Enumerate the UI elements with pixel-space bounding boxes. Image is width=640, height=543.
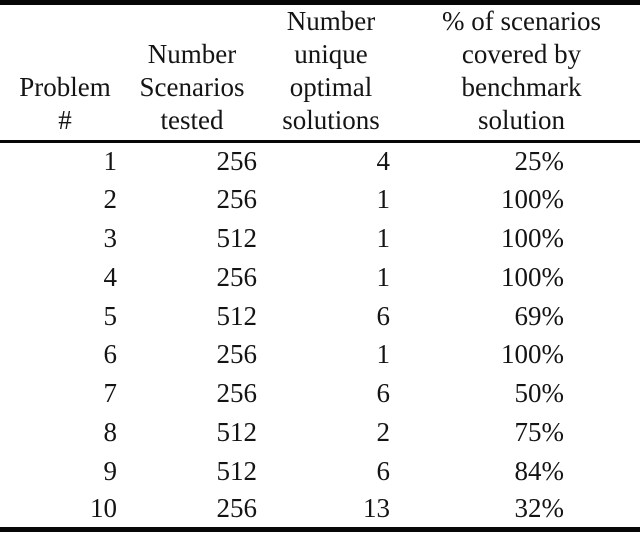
cell-unique-solutions: 6 xyxy=(376,378,391,409)
table-row: 3 512 1 100% xyxy=(0,219,640,258)
header-row: Problem # Number Scenarios tested Number… xyxy=(0,2,640,143)
cell-problem: 8 xyxy=(103,416,118,447)
cell-coverage: 75% xyxy=(514,416,565,447)
results-table: Problem # Number Scenarios tested Number… xyxy=(0,0,640,532)
cell-unique-solutions: 1 xyxy=(376,339,391,370)
cell-problem: 10 xyxy=(0,490,120,532)
cell-problem: 6 xyxy=(103,339,118,370)
table-row: 2 256 1 100% xyxy=(0,180,640,219)
table-row: 8 512 2 75% xyxy=(0,413,640,452)
cell-scenarios-tested: 256 xyxy=(216,261,258,292)
cell-unique-solutions: 6 xyxy=(376,455,391,486)
column-header-unique-optimal-solutions: Number unique optimal solutions xyxy=(260,2,395,143)
cell-scenarios-tested: 256 xyxy=(216,339,258,370)
cell-unique-solutions: 2 xyxy=(376,416,391,447)
cell-scenarios-tested: 512 xyxy=(216,300,258,331)
cell-coverage: 25% xyxy=(514,146,565,177)
cell-coverage: 100% xyxy=(501,261,564,292)
cell-unique-solutions: 4 xyxy=(376,146,391,177)
cell-unique-solutions: 1 xyxy=(376,222,391,253)
cell-scenarios-tested: 256 xyxy=(216,378,258,409)
column-header-coverage: % of scenarios covered by benchmark solu… xyxy=(395,2,640,143)
table-row: 9 512 6 84% xyxy=(0,452,640,491)
cell-coverage: 100% xyxy=(501,222,564,253)
cell-coverage: 50% xyxy=(514,378,565,409)
cell-problem: 7 xyxy=(103,378,118,409)
cell-scenarios-tested: 512 xyxy=(216,455,258,486)
table-row: 1 256 4 25% xyxy=(0,142,640,181)
column-header-problem: Problem # xyxy=(0,2,120,143)
table-body: 1 256 4 25% 2 256 1 100% 3 512 1 100% 4 … xyxy=(0,142,640,532)
cell-problem: 4 xyxy=(103,261,118,292)
cell-problem: 1 xyxy=(103,146,118,177)
cell-problem: 9 xyxy=(103,455,118,486)
table-row: 7 256 6 50% xyxy=(0,374,640,413)
cell-unique-solutions: 6 xyxy=(376,300,391,331)
cell-coverage: 32% xyxy=(395,490,640,532)
cell-scenarios-tested: 512 xyxy=(216,222,258,253)
table-header: Problem # Number Scenarios tested Number… xyxy=(0,2,640,143)
cell-scenarios-tested: 256 xyxy=(216,146,258,177)
cell-problem: 2 xyxy=(103,184,118,215)
cell-coverage: 84% xyxy=(514,455,565,486)
table-row: 4 256 1 100% xyxy=(0,258,640,297)
cell-unique-solutions: 1 xyxy=(376,261,391,292)
cell-coverage: 100% xyxy=(501,339,564,370)
table-row: 6 256 1 100% xyxy=(0,335,640,374)
cell-coverage: 100% xyxy=(501,184,564,215)
cell-scenarios-tested: 256 xyxy=(120,490,260,532)
table-row: 5 512 6 69% xyxy=(0,297,640,336)
cell-unique-solutions: 13 xyxy=(260,490,395,532)
cell-coverage: 69% xyxy=(514,300,565,331)
table-row: 10 256 13 32% xyxy=(0,490,640,532)
cell-scenarios-tested: 512 xyxy=(216,416,258,447)
cell-unique-solutions: 1 xyxy=(376,184,391,215)
cell-scenarios-tested: 256 xyxy=(216,184,258,215)
cell-problem: 3 xyxy=(103,222,118,253)
cell-problem: 5 xyxy=(103,300,118,331)
column-header-scenarios-tested: Number Scenarios tested xyxy=(120,2,260,143)
